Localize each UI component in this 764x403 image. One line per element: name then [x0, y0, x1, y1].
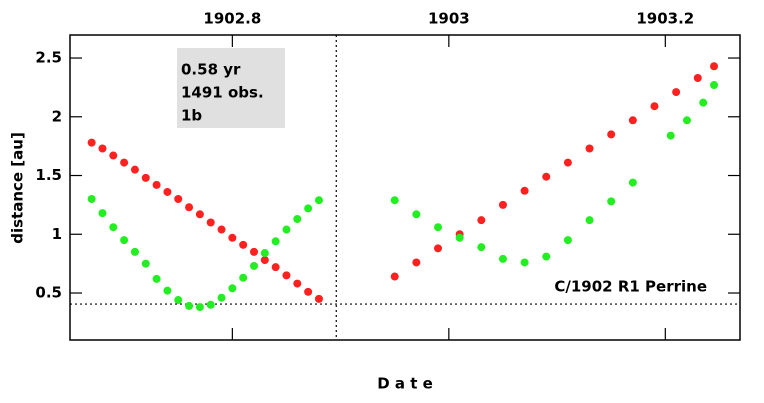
data-point [185, 301, 194, 310]
data-point [498, 254, 507, 263]
data-point [542, 252, 551, 261]
info-box [177, 48, 285, 128]
data-point [412, 210, 421, 219]
data-point [498, 200, 507, 209]
data-point [563, 236, 572, 245]
data-point [120, 158, 129, 167]
data-point [141, 173, 150, 182]
data-point [477, 243, 486, 252]
data-point [304, 287, 313, 296]
data-point [260, 249, 269, 258]
plot-frame [69, 34, 741, 341]
data-point [628, 116, 637, 125]
data-point [314, 294, 323, 303]
data-point [260, 256, 269, 265]
data-point [163, 286, 172, 295]
data-point [563, 158, 572, 167]
data-point [682, 116, 691, 125]
data-point [293, 214, 302, 223]
data-point [120, 236, 129, 245]
data-point [217, 225, 226, 234]
data-point [390, 196, 399, 205]
data-point [314, 196, 323, 205]
data-point [666, 131, 675, 140]
data-point [141, 259, 150, 268]
data-point [585, 144, 594, 153]
data-point [699, 98, 708, 107]
data-point [130, 165, 139, 174]
y-axis-label: distance [au] [9, 132, 27, 244]
data-point [672, 88, 681, 97]
data-point [87, 138, 96, 147]
data-point [152, 274, 161, 283]
data-point [109, 151, 118, 160]
info-text: 0.58 yr [181, 61, 241, 79]
info-text: 1491 obs. [181, 84, 264, 102]
y-tick-label: 2 [52, 107, 62, 125]
data-point [455, 233, 464, 242]
x-axis-label: D a t e [377, 375, 433, 393]
data-point [477, 216, 486, 225]
data-point [206, 218, 215, 227]
data-point [412, 258, 421, 267]
data-point [434, 244, 443, 253]
data-point [710, 81, 719, 90]
data-point [98, 144, 107, 153]
data-point [650, 102, 659, 111]
data-point [174, 296, 183, 305]
data-point [98, 209, 107, 218]
data-point [710, 62, 719, 71]
data-point [304, 204, 313, 213]
data-point [239, 240, 248, 249]
data-point [217, 293, 226, 302]
data-point [109, 223, 118, 232]
data-point [206, 300, 215, 309]
x-tick-label: 1903 [428, 10, 470, 28]
data-point [174, 195, 183, 204]
data-point [87, 195, 96, 204]
data-point [282, 271, 291, 280]
data-point [271, 263, 280, 272]
data-point [542, 172, 551, 181]
data-point [693, 74, 702, 83]
data-point [607, 197, 616, 206]
x-tick-label: 1902.8 [203, 10, 261, 28]
data-point [607, 130, 616, 139]
data-point [195, 210, 204, 219]
data-point [271, 237, 280, 246]
data-point [185, 203, 194, 212]
data-point [520, 258, 529, 267]
data-point [163, 187, 172, 196]
y-tick-label: 2.5 [35, 49, 62, 67]
data-point [628, 178, 637, 187]
data-point [239, 273, 248, 282]
data-point [130, 247, 139, 256]
data-point [520, 186, 529, 195]
info-text: 1b [181, 107, 202, 125]
data-point [152, 180, 161, 189]
data-point [228, 284, 237, 293]
x-tick-label: 1903.2 [636, 10, 694, 28]
data-point [293, 279, 302, 288]
y-tick-label: 0.5 [35, 284, 62, 302]
annotation: C/1902 R1 Perrine [554, 278, 707, 296]
data-point [195, 303, 204, 312]
data-point [585, 216, 594, 225]
data-point [434, 223, 443, 232]
y-tick-label: 1.5 [35, 166, 62, 184]
data-point [228, 233, 237, 242]
data-point [250, 261, 259, 270]
data-point [250, 247, 259, 256]
data-point [282, 225, 291, 234]
y-tick-label: 1 [52, 225, 62, 243]
data-point [390, 272, 399, 281]
